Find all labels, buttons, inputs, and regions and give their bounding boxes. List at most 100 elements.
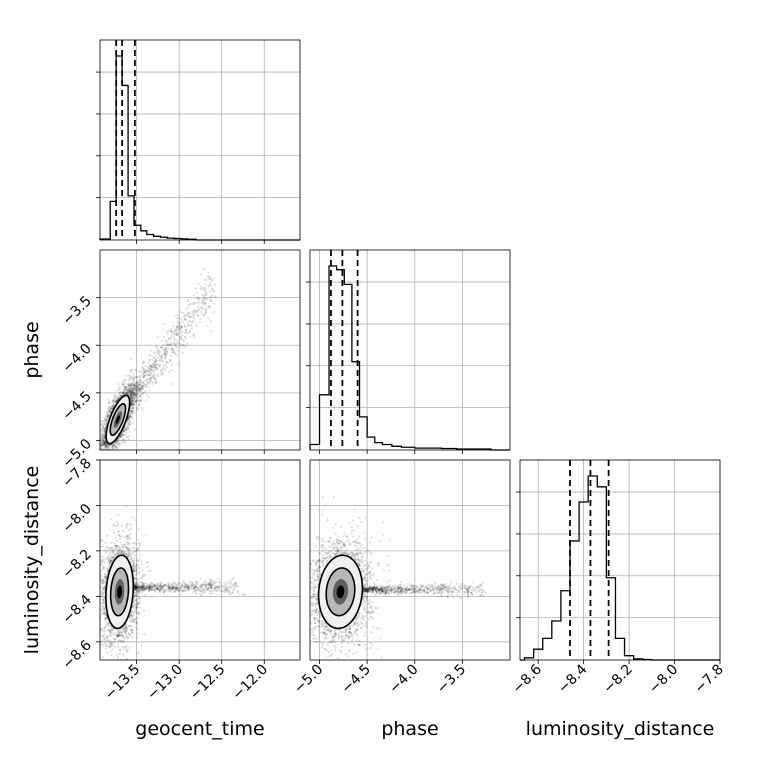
sample-point [188,311,191,314]
sample-point [104,415,107,418]
sample-point [133,567,136,571]
sample-point [158,365,161,369]
sample-point [143,391,146,394]
sample-point [144,369,147,372]
sample-point [141,367,144,370]
sample-point [196,314,199,317]
sample-point [122,383,126,386]
sample-point [145,383,148,386]
sample-point [131,394,134,397]
sample-point [176,326,179,329]
sample-point [123,629,126,632]
sample-point [96,612,98,614]
sample-point [149,569,152,572]
sample-point [126,543,129,546]
sample-point [102,607,106,610]
sample-point [102,602,105,606]
sample-point [98,454,100,456]
sample-point [166,340,169,343]
sample-point [101,605,104,608]
sample-point [140,386,143,389]
sample-point [104,618,107,621]
sample-point [180,334,184,337]
sample-point [148,374,151,377]
sample-point [176,325,179,328]
sample-point [104,444,107,447]
sample-point [182,343,185,347]
sample-point [129,558,132,561]
sample-point [108,643,111,646]
sample-point [103,443,106,446]
sample-point [135,395,138,398]
sample-point [134,606,137,609]
sample-point [184,319,187,322]
sample-point [100,436,103,439]
sample-point [104,642,107,645]
sample-point [128,390,131,393]
sample-point [102,464,104,466]
sample-point [108,561,111,564]
sample-point [118,393,121,397]
sample-point [106,451,108,453]
sample-point [100,628,103,631]
sample-point [187,313,190,316]
sample-point [214,296,218,299]
sample-point [114,545,117,548]
sample-point [115,544,118,548]
sample-point [175,334,178,337]
sample-point [190,303,193,306]
sample-point [148,369,151,372]
sample-point [103,637,106,640]
sample-point [135,381,139,384]
sample-point [130,397,133,400]
sample-point [129,614,133,617]
sample-point [122,429,125,432]
sample-point [134,411,137,414]
sample-point [123,441,126,444]
sample-point [101,558,104,561]
sample-point [160,356,163,359]
sample-point [130,611,133,614]
sample-point [125,525,128,528]
sample-point [180,337,183,340]
sample-point [209,299,212,302]
sample-point [150,366,154,369]
sample-point [101,545,104,548]
sample-point [183,313,186,316]
sample-point [129,619,132,623]
sample-point [115,441,119,444]
sample-point [127,438,131,441]
sample-point [126,546,129,550]
sample-point [105,444,108,447]
sample-point [139,378,142,382]
sample-point [195,309,198,312]
sample-point [102,567,105,570]
sample-point [131,417,134,420]
sample-point [176,331,179,334]
sample-point [175,332,178,336]
sample-point [131,618,135,621]
sample-point [168,359,171,362]
sample-point [135,570,138,573]
sample-point [107,556,110,560]
sample-point [94,454,96,456]
sample-point [105,666,107,668]
sample-point [132,387,135,390]
sample-point [136,381,139,384]
sample-point [173,314,176,317]
sample-point [128,389,131,392]
sample-point [125,630,128,633]
sample-point [104,575,107,579]
sample-point [115,635,118,638]
sample-point [123,636,126,640]
sample-point [124,392,128,395]
sample-point [149,379,152,382]
sample-point [137,583,140,586]
sample-point [134,599,137,602]
sample-point [136,595,139,598]
sample-point [103,626,106,629]
sample-point [109,559,112,562]
sample-point [137,572,140,575]
sample-point [204,291,207,294]
sample-point [121,635,124,638]
